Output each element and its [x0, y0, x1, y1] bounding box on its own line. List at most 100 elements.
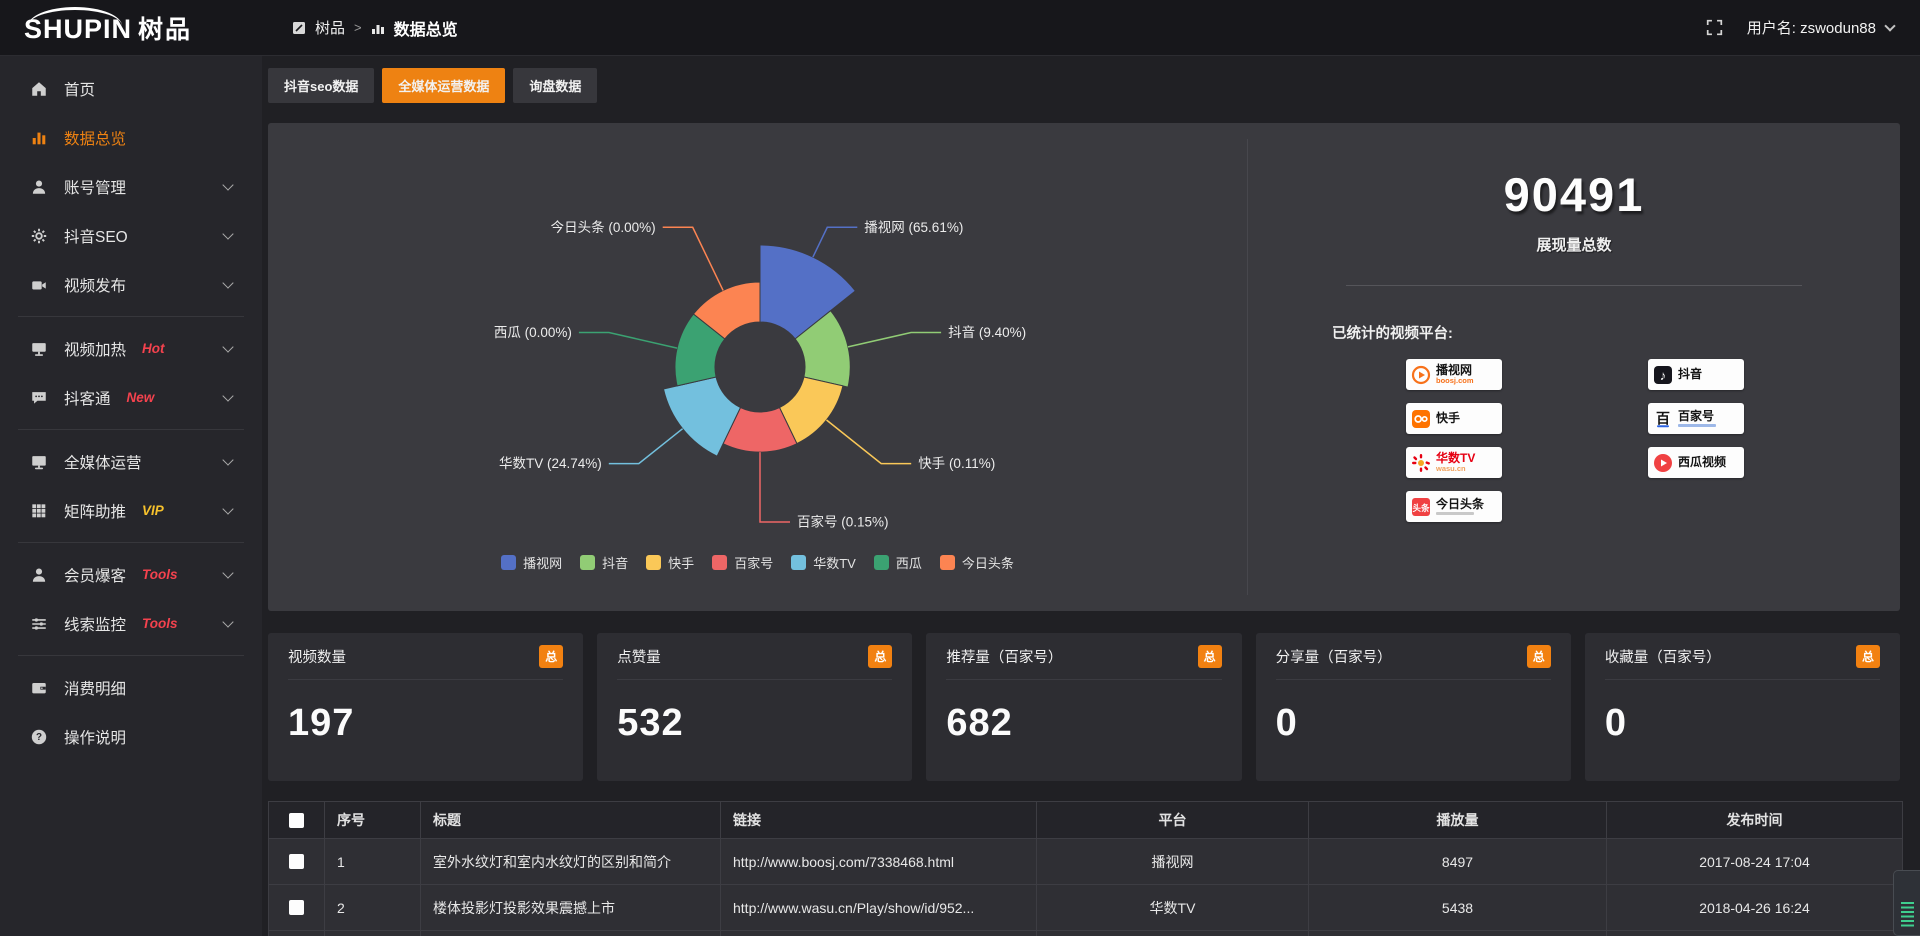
platform-chip-text: 百家号 [1678, 410, 1716, 428]
platform-name: 今日头条 [1436, 496, 1485, 511]
sidebar-item-member-baoke[interactable]: 会员爆客 Tools [0, 550, 262, 599]
user-menu[interactable]: 用户名: zswodun88 [1746, 17, 1896, 38]
column-header: 序号 [324, 801, 421, 839]
sidebar-item-label: 账号管理 [64, 179, 127, 197]
sidebar-item-consume-detail[interactable]: 消费明细 [0, 663, 262, 712]
pie-slice[interactable] [759, 244, 857, 340]
sidebar-item-video-heat[interactable]: 视频加热 Hot [0, 324, 262, 373]
username-label: 用户名: zswodun88 [1746, 20, 1876, 37]
sidebar-item-badge: New [126, 390, 155, 405]
platform-subtext-bar [1436, 512, 1474, 516]
row-checkbox[interactable] [289, 854, 304, 869]
legend-swatch [873, 555, 889, 570]
chart-legend: 播视网 抖音 快手 百家号 华数TV 西瓜 今日头条 [268, 553, 1247, 572]
pie-slice[interactable] [692, 281, 761, 340]
column-header: 链接 [720, 801, 1037, 839]
wasu-icon [1411, 453, 1431, 473]
chevron-down-icon [222, 502, 234, 515]
sidebar-item-clue-monitor[interactable]: 线索监控 Tools [0, 599, 262, 648]
sidebar-item-data-overview[interactable]: 数据总览 [0, 113, 262, 162]
row-checkbox[interactable] [289, 900, 304, 915]
sidebar-item-account-manage[interactable]: 账号管理 [0, 162, 262, 211]
sidebar-item-badge: Tools [142, 616, 178, 631]
legend-item[interactable]: 今日头条 [939, 553, 1014, 572]
video-title[interactable]: 楼体投影灯投影效果震撼上市 [420, 884, 721, 931]
sidebar-item-badge: Tools [142, 567, 178, 582]
summary-section: 90491 展现量总数 已统计的视频平台: 播视网 boosj.com 快手 华数TV… [1248, 123, 1900, 611]
breadcrumb-root[interactable]: 树品 [315, 20, 346, 37]
user-icon [30, 178, 48, 196]
pie-label-line [578, 331, 678, 349]
sidebar-item-label: 矩阵助推 [64, 503, 127, 521]
empty-cell [268, 930, 325, 936]
legend-item[interactable]: 西瓜 [873, 553, 922, 572]
sidebar-item-home[interactable]: 首页 [0, 64, 262, 113]
legend-item[interactable]: 华数TV [791, 553, 856, 572]
sidebar-item-media-operation[interactable]: 全媒体运营 [0, 437, 262, 486]
legend-item[interactable]: 快手 [646, 553, 694, 572]
total-impressions-label: 展现量总数 [1536, 237, 1612, 254]
stat-card-title: 推荐量（百家号） [946, 649, 1063, 666]
stat-card-title: 视频数量 [288, 649, 346, 666]
tab-douyin-seo-data[interactable]: 抖音seo数据 [268, 68, 375, 103]
legend-item[interactable]: 抖音 [580, 553, 628, 572]
sidebar-item-douketong[interactable]: 抖客通 New [0, 373, 262, 422]
sidebar-item-operation-guide[interactable]: ? 操作说明 [0, 712, 262, 761]
sidebar-item-label: 数据总览 [64, 130, 127, 148]
app-logo: SHUPIN 树品 [0, 6, 262, 46]
tab-inquiry-data[interactable]: 询盘数据 [513, 68, 598, 103]
pie-slice[interactable] [794, 309, 851, 388]
table-head: 序号 标题 链接 平台 播放量 发布时间 [268, 801, 1903, 839]
sidebar-item-badge: VIP [142, 503, 164, 518]
select-all-cell [268, 801, 325, 839]
video-title[interactable]: 室外水纹灯和室内水纹灯的区别和简介 [420, 838, 721, 885]
legend-item[interactable]: 播视网 [501, 553, 562, 572]
sidebar-item-matrix-boost[interactable]: 矩阵助推 VIP [0, 486, 262, 535]
video-link[interactable]: http://www.boosj.com/7338468.html [720, 838, 1037, 885]
pie-label: 百家号 (0.15%) [797, 514, 889, 530]
platform-name: 播视网 [1436, 363, 1473, 378]
tab-media-operation-data[interactable]: 全媒体运营数据 [382, 68, 506, 103]
nightingale-pie-chart: 播视网 (65.61%) 抖音 (9.40%) 快手 (0.11%) 百家号 (0.1… [494, 219, 1026, 530]
chevron-down-icon [222, 389, 234, 402]
legend-swatch [580, 555, 596, 570]
select-all-checkbox[interactable] [289, 812, 304, 828]
table-row: 1 室外水纹灯和室内水纹灯的区别和简介 http://www.boosj.com/7… [268, 838, 1903, 885]
platform-chip-douyin: ♪ 抖音 [1648, 359, 1744, 390]
sidebar-item-video-publish[interactable]: 视频发布 [0, 260, 262, 309]
stat-card: 点赞量 总 532 [597, 633, 913, 781]
pie-label-line [759, 452, 790, 523]
platform-logos: 播视网 boosj.com 快手 华数TV wasu.cn 头条 今日头条 ♪ 抖音百百家号 西瓜… [1406, 359, 1900, 522]
monitor-icon [30, 340, 48, 358]
video-link[interactable]: http://www.wasu.cn/Play/show/id/952... [720, 884, 1037, 931]
stat-card-header: 推荐量（百家号） 总 [946, 633, 1222, 680]
platform-chip-text: 华数TV wasu.cn [1436, 452, 1475, 472]
sidebar-item-label: 线索监控 [64, 616, 127, 634]
platform-chip-kuaishou: 快手 [1406, 403, 1502, 434]
pie-slice[interactable] [662, 376, 742, 457]
data-tabs: 抖音seo数据 全媒体运营数据 询盘数据 [268, 68, 1900, 103]
legend-label: 快手 [668, 556, 695, 571]
table-body: 1 室外水纹灯和室内水纹灯的区别和简介 http://www.boosj.com/7… [268, 838, 1903, 936]
empty-cell [720, 930, 1037, 936]
sidebar-item-label: 视频加热 [64, 341, 127, 359]
empty-cell [324, 930, 421, 936]
app-icon [292, 21, 306, 35]
fullscreen-icon[interactable] [1706, 19, 1723, 36]
floating-widget[interactable] [1893, 870, 1920, 936]
sidebar-menu: 首页 数据总览 账号管理 抖音SEO 视频发布 视频加热 Hot 抖客通 New 全媒体运营 矩阵助… [0, 64, 262, 761]
chat-icon [30, 389, 48, 407]
sidebar: 首页 数据总览 账号管理 抖音SEO 视频发布 视频加热 Hot 抖客通 New 全媒体运营 矩阵助… [0, 56, 262, 936]
chevron-down-icon [222, 566, 234, 579]
sidebar-divider [18, 316, 244, 317]
pie-label-line [826, 419, 912, 465]
gear-icon [30, 227, 48, 245]
column-header: 发布时间 [1606, 801, 1903, 839]
sidebar-item-douyin-seo[interactable]: 抖音SEO [0, 211, 262, 260]
platform-chip-text: 今日头条 [1436, 498, 1484, 516]
legend-item[interactable]: 百家号 [712, 553, 773, 572]
sidebar-divider [18, 429, 244, 430]
sliders-icon [30, 615, 48, 633]
help-icon: ? [30, 728, 48, 746]
videos-table: 序号 标题 链接 平台 播放量 发布时间 1 室外水纹灯和室内水纹灯的区别和简介 http:/… [268, 801, 1903, 936]
